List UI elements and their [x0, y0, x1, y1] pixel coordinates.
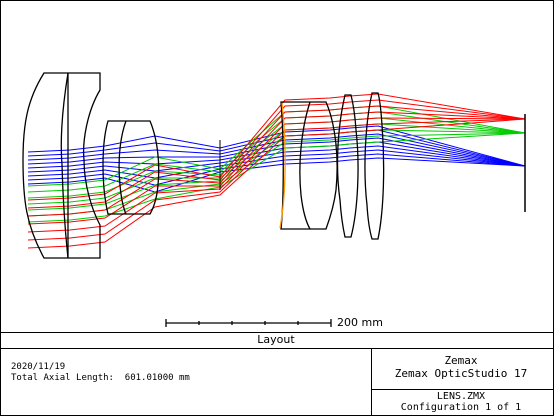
footer-grid — [0, 332, 554, 416]
ray-fan — [27, 93, 526, 249]
lens-element-3-interface — [299, 101, 311, 230]
ray-field-1 — [27, 145, 526, 173]
lens-elements — [22, 72, 526, 259]
lens-element-2-interface — [118, 120, 127, 215]
lens-element-1-interface-curve — [60, 72, 69, 259]
ray-field-3 — [27, 111, 526, 225]
lens-element-2 — [102, 120, 160, 215]
lens-element-5 — [364, 92, 385, 240]
ray-field-3 — [27, 118, 526, 249]
ray-field-3 — [27, 93, 526, 201]
date-label: 2020/11/19 — [11, 362, 66, 372]
ray-field-3 — [27, 117, 526, 233]
ray-field-3 — [27, 118, 526, 241]
total-axial-length: Total Axial Length: 601.01000 mm — [11, 373, 190, 383]
scale-bar-label: 200 mm — [337, 316, 383, 329]
ray-field-1 — [27, 153, 526, 186]
lens-element-1 — [22, 72, 101, 259]
company-name: Zemax — [444, 354, 478, 367]
product-name: Zemax OpticStudio 17 — [394, 367, 528, 380]
ray-field-3 — [27, 99, 526, 209]
ray-field-1 — [27, 137, 526, 167]
aperture-stop-surface — [279, 102, 286, 229]
config-box: LENS.ZMX Configuration 1 of 1 — [372, 391, 550, 413]
ray-field-3 — [27, 105, 526, 217]
lens-element-4 — [336, 94, 359, 238]
plot-title: Layout — [257, 333, 295, 346]
ray-field-2 — [27, 132, 526, 223]
file-name: LENS.ZMX — [436, 391, 486, 402]
configuration-label: Configuration 1 of 1 — [400, 402, 522, 413]
lens-element-3 — [280, 101, 338, 230]
scale-bar — [165, 319, 332, 327]
brand-box: Zemax Zemax OpticStudio 17 — [372, 354, 550, 380]
